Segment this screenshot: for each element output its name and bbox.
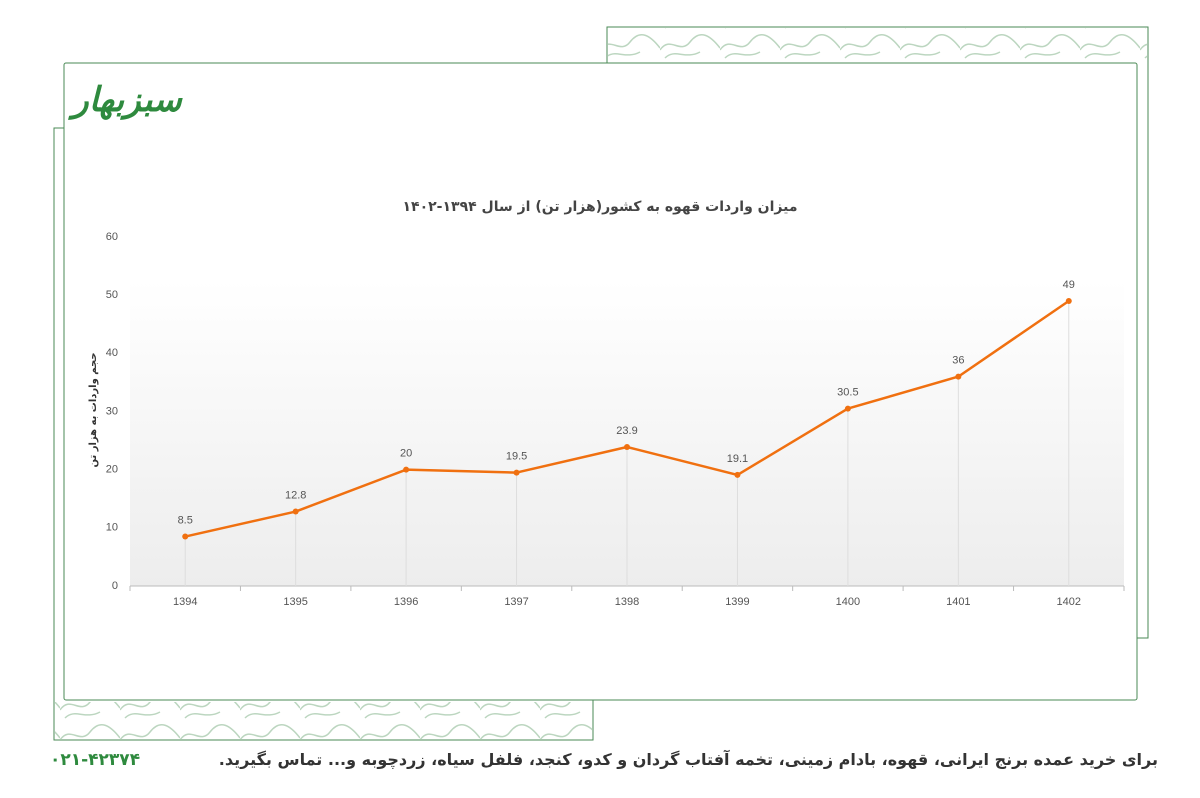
point (1065, 297, 1072, 304)
data-label: 20 (400, 448, 412, 460)
point (182, 533, 189, 540)
x-tick-label: 1398 (615, 596, 639, 608)
y-tick-label: 50 (106, 289, 118, 301)
data-label: 8.5 (178, 514, 193, 526)
point (734, 471, 741, 478)
y-tick-label: 20 (106, 464, 118, 476)
y-axis-label: حجم واردات به هزار تن (88, 352, 99, 467)
y-tick-label: 40 (106, 347, 118, 359)
point (292, 508, 299, 515)
y-tick-label: 30 (106, 405, 118, 417)
y-tick-label: 10 (106, 522, 118, 534)
x-tick-label: 1395 (283, 596, 307, 608)
data-label: 30.5 (837, 386, 858, 398)
point (513, 469, 520, 476)
phone: ۰۲۱-۴۲۳۷۴ (50, 750, 141, 770)
x-tick-label: 1394 (173, 596, 197, 608)
point (624, 443, 630, 450)
data-label: 19.1 (727, 453, 748, 465)
pattern (55, 702, 592, 739)
point (955, 373, 962, 380)
chart-title: میزان واردات قهوه به کشور(هزار تن) از سا… (402, 199, 797, 215)
point (403, 466, 410, 473)
pattern (608, 28, 1147, 62)
data-label: 19.5 (506, 450, 527, 462)
x-tick-label: 1402 (1057, 596, 1081, 608)
data-label: 23.9 (616, 425, 637, 437)
data-label: 12.8 (285, 489, 306, 501)
y-tick-label: 0 (112, 580, 118, 592)
data-label: 49 (1063, 279, 1075, 291)
x-tick-label: 1396 (394, 596, 418, 608)
footer-text: برای خرید عمده برنج ایرانی، قهوه، بادام … (218, 750, 1158, 769)
x-tick-label: 1400 (836, 596, 860, 608)
data-label: 36 (952, 355, 964, 367)
x-tick-label: 1401 (946, 596, 970, 608)
y-tick-label: 60 (106, 231, 118, 243)
x-tick-label: 1397 (504, 596, 528, 608)
x-tick-label: 1399 (725, 596, 749, 608)
logo: سبزبهار (72, 80, 182, 120)
point (844, 405, 851, 412)
